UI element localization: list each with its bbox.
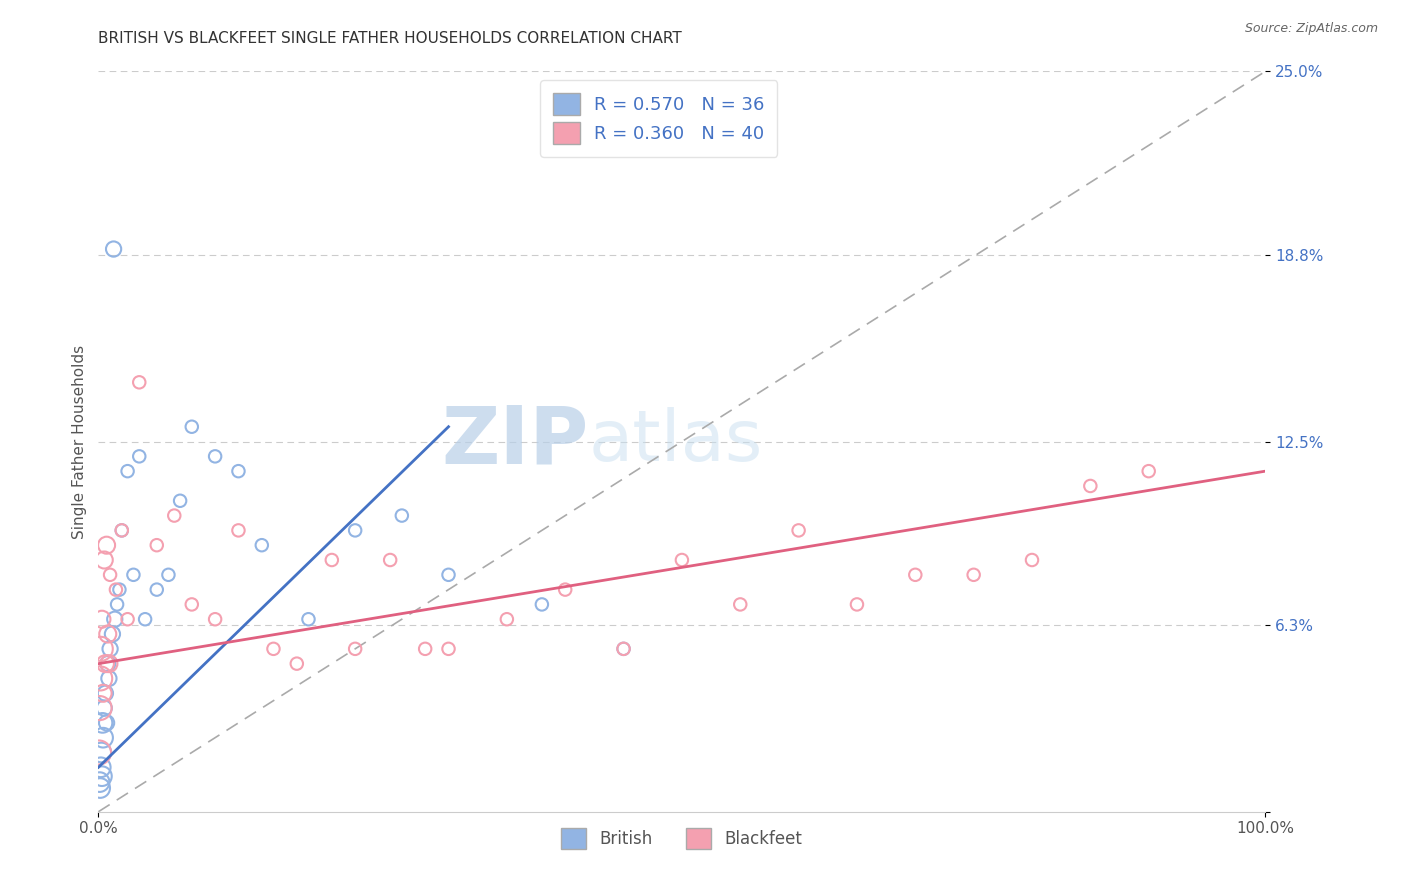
Point bbox=[104, 582, 127, 597]
Point bbox=[117, 464, 139, 478]
Point bbox=[90, 746, 112, 760]
Text: ZIP: ZIP bbox=[441, 402, 589, 481]
Point bbox=[128, 376, 150, 390]
Point bbox=[228, 464, 250, 478]
Point bbox=[103, 242, 125, 256]
Point bbox=[962, 567, 984, 582]
Point bbox=[671, 553, 693, 567]
Point bbox=[96, 538, 118, 552]
Point bbox=[437, 641, 460, 656]
Text: Source: ZipAtlas.com: Source: ZipAtlas.com bbox=[1244, 22, 1378, 36]
Point bbox=[117, 612, 139, 626]
Point bbox=[122, 567, 145, 582]
Point bbox=[87, 746, 110, 760]
Point bbox=[297, 612, 319, 626]
Legend: British, Blackfeet: British, Blackfeet bbox=[555, 822, 808, 855]
Point bbox=[496, 612, 519, 626]
Point bbox=[91, 731, 114, 745]
Point bbox=[105, 598, 128, 612]
Point bbox=[97, 657, 120, 671]
Point bbox=[344, 641, 367, 656]
Point bbox=[250, 538, 273, 552]
Point bbox=[204, 612, 226, 626]
Point bbox=[91, 686, 114, 700]
Point bbox=[730, 598, 752, 612]
Point bbox=[111, 524, 134, 538]
Point bbox=[94, 686, 117, 700]
Point bbox=[262, 641, 284, 656]
Point bbox=[1137, 464, 1160, 478]
Point bbox=[285, 657, 308, 671]
Point bbox=[97, 627, 120, 641]
Point bbox=[380, 553, 402, 567]
Point bbox=[128, 450, 150, 464]
Point bbox=[108, 582, 131, 597]
Point bbox=[554, 582, 576, 597]
Point bbox=[98, 567, 121, 582]
Point bbox=[228, 524, 250, 538]
Text: atlas: atlas bbox=[589, 407, 763, 476]
Point bbox=[530, 598, 553, 612]
Point bbox=[96, 715, 118, 730]
Point bbox=[101, 627, 124, 641]
Point bbox=[413, 641, 436, 656]
Y-axis label: Single Father Households: Single Father Households bbox=[72, 344, 87, 539]
Point bbox=[89, 701, 111, 715]
Point bbox=[146, 538, 169, 552]
Point bbox=[180, 419, 202, 434]
Text: BRITISH VS BLACKFEET SINGLE FATHER HOUSEHOLDS CORRELATION CHART: BRITISH VS BLACKFEET SINGLE FATHER HOUSE… bbox=[98, 31, 682, 46]
Point bbox=[91, 715, 114, 730]
Point bbox=[90, 760, 112, 774]
Point bbox=[94, 657, 117, 671]
Point bbox=[111, 524, 134, 538]
Point bbox=[169, 493, 191, 508]
Point bbox=[90, 769, 112, 783]
Point bbox=[321, 553, 343, 567]
Point bbox=[93, 701, 115, 715]
Point bbox=[612, 641, 634, 656]
Point bbox=[89, 775, 111, 789]
Point bbox=[163, 508, 186, 523]
Point bbox=[97, 657, 120, 671]
Point bbox=[93, 553, 115, 567]
Point bbox=[98, 641, 121, 656]
Point bbox=[904, 567, 927, 582]
Point bbox=[89, 672, 111, 686]
Point bbox=[157, 567, 180, 582]
Point bbox=[344, 524, 367, 538]
Point bbox=[437, 567, 460, 582]
Point bbox=[89, 780, 111, 795]
Point bbox=[146, 582, 169, 597]
Point bbox=[391, 508, 413, 523]
Point bbox=[787, 524, 810, 538]
Point bbox=[204, 450, 226, 464]
Point bbox=[1021, 553, 1043, 567]
Point bbox=[180, 598, 202, 612]
Point bbox=[97, 672, 120, 686]
Point bbox=[846, 598, 869, 612]
Point bbox=[90, 641, 112, 656]
Point bbox=[104, 612, 127, 626]
Point bbox=[1080, 479, 1102, 493]
Point bbox=[134, 612, 156, 626]
Point bbox=[90, 612, 112, 626]
Point bbox=[612, 641, 634, 656]
